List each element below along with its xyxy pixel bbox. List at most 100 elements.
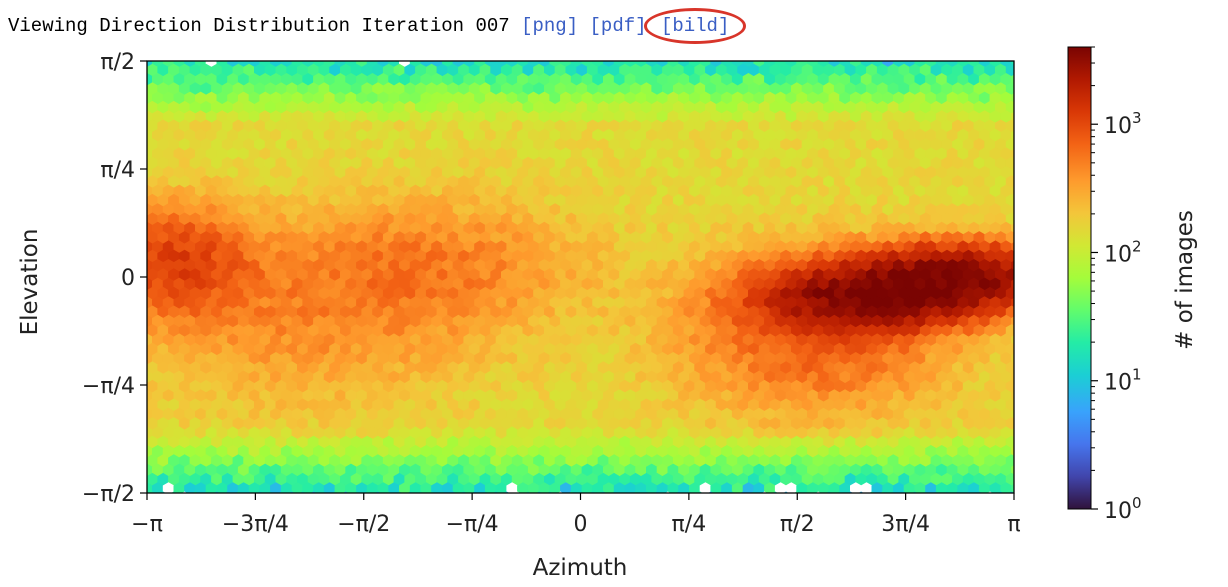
hexbin-cell: [436, 342, 448, 356]
hexbin-cell: [989, 482, 1002, 493]
hexbin-cell: [839, 128, 851, 142]
hexbin-cell: [721, 314, 733, 328]
hexbin-cell: [484, 166, 497, 180]
hexbin-cell: [624, 463, 636, 477]
hexbin-cell: [748, 138, 760, 152]
hexbin-cell: [935, 147, 948, 161]
hexbin-cell: [683, 193, 695, 208]
hexbin-cell: [989, 166, 1002, 180]
hexbin-cell: [581, 110, 593, 124]
hexbin-cell: [710, 407, 722, 421]
hexbin-cell: [613, 333, 626, 347]
hexbin-cell: [785, 426, 797, 440]
hexbin-cell: [812, 63, 824, 77]
hexbin-cell: [205, 203, 218, 217]
hexbin-cell: [941, 231, 953, 245]
hexbin-cell: [667, 426, 679, 440]
hexbin-cell: [436, 379, 448, 394]
hexbin-cell: [753, 314, 765, 328]
hexbin-cell: [286, 63, 298, 77]
hexbin-cell: [527, 370, 540, 384]
hexbin-cell: [517, 352, 529, 366]
hexbin-cell: [764, 296, 776, 310]
hexbin-cell: [995, 249, 1007, 263]
hexbin-cell: [791, 361, 803, 375]
hexbin-cell: [930, 100, 942, 115]
hexbin-cell: [758, 379, 771, 394]
hexbin-cell: [887, 472, 900, 487]
hexbin-cell: [227, 352, 239, 366]
hexbin-cell: [624, 370, 636, 384]
page-title: Viewing Direction Distribution Iteration…: [8, 15, 510, 37]
hexbin-cell: [565, 342, 577, 356]
hexbin-cell: [297, 454, 309, 468]
hexbin-cell: [484, 463, 497, 477]
hexbin-cell: [415, 268, 427, 282]
hexbin-cell: [962, 193, 975, 208]
hexbin-cell: [415, 119, 427, 133]
hexbin-cell: [147, 398, 159, 412]
hexbin-cell: [796, 221, 808, 235]
hexbin-cell: [672, 324, 685, 338]
hexbin-cell: [178, 454, 191, 468]
hexbin-cell: [978, 296, 991, 310]
hexbin-cell: [785, 184, 797, 198]
pdf-link[interactable]: [pdf]: [589, 15, 647, 37]
hexbin-cell: [200, 156, 212, 170]
hexbin-cell: [699, 203, 712, 217]
hexbin-cell: [1000, 110, 1012, 124]
hexbin-cell: [399, 389, 411, 403]
hexbin-cell: [968, 184, 980, 198]
hexbin-cell: [860, 389, 873, 403]
hexbin-cell: [678, 296, 690, 310]
hexbin-cell: [608, 268, 620, 282]
hexbin-cell: [705, 156, 717, 170]
hexbin-cell: [313, 147, 325, 161]
hexbin-cell: [404, 361, 416, 375]
png-link[interactable]: [png]: [521, 15, 579, 37]
hexbin-cell: [533, 156, 545, 170]
hexbin-cell: [511, 454, 524, 468]
hexbin-cell: [995, 398, 1007, 412]
hexbin-cell: [656, 259, 669, 273]
x-tick-label: 0: [574, 512, 588, 537]
hexbin-cell: [189, 100, 201, 115]
hexbin-cell: [356, 128, 368, 142]
bild-link[interactable]: [bild]: [660, 15, 730, 37]
hexbin-cell: [952, 417, 964, 431]
hexbin-cell: [415, 286, 427, 301]
hexbin-cell: [544, 417, 556, 431]
hexbin-cell: [152, 259, 164, 273]
hexbin-cell: [823, 119, 835, 133]
hexbin-cell: [946, 128, 959, 142]
hexbin-cell: [147, 259, 153, 273]
hexbin-cell: [184, 445, 196, 459]
hexbin-cell: [506, 482, 518, 493]
hexbin-cell: [909, 379, 921, 394]
hexbin-cell: [774, 110, 787, 124]
hexbin-cell: [334, 370, 346, 384]
hexbin-cell: [216, 482, 228, 493]
hexbin-cell: [205, 333, 218, 347]
hexbin-cell: [350, 175, 363, 189]
hexbin-cell: [731, 463, 744, 477]
hexbin-cell: [769, 305, 781, 319]
hexbin-cell: [468, 231, 481, 245]
hexbin-cell: [791, 379, 803, 394]
hexbin-cell: [195, 296, 207, 310]
hexbin-cell: [216, 166, 228, 180]
hexbin-cell: [447, 398, 459, 412]
hexbin-cell: [232, 398, 244, 412]
hexbin-cell: [898, 175, 910, 189]
hexbin-cell: [860, 91, 873, 105]
hexbin-cell: [420, 259, 432, 273]
hexbin-cell: [463, 407, 475, 421]
hexbin-cell: [474, 240, 486, 254]
hexbin-cell: [753, 445, 765, 459]
hexbin-cell: [366, 370, 379, 384]
hexbin-cell: [280, 73, 293, 87]
hexbin-cell: [694, 63, 706, 77]
hexbin-cell: [393, 231, 406, 245]
hexbin-cell: [560, 110, 572, 124]
